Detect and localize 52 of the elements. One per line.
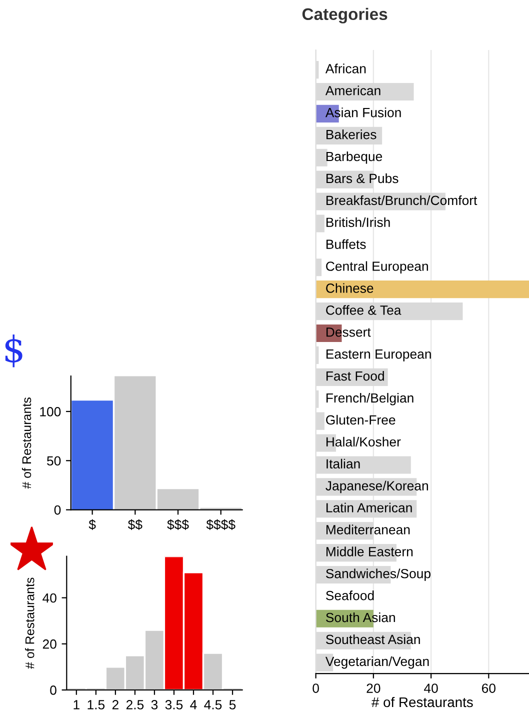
- x-tick-label: 4.5: [204, 700, 222, 710]
- x-tick-label: 5: [229, 700, 236, 710]
- x-tick-label: $$$: [167, 519, 189, 530]
- x-tick-label: 1.5: [88, 700, 105, 710]
- x-tick-label: $: [88, 519, 96, 530]
- y-tick-label: Asian Fusion: [325, 108, 401, 118]
- y-tick-label: Fast Food: [326, 371, 384, 381]
- y-tick-label: Bakeries: [326, 130, 376, 140]
- y-tick-label: 20: [42, 639, 56, 649]
- y-tick-label: Sandwiches/Soup: [326, 568, 430, 581]
- y-tick-label: Coffee & Tea: [326, 305, 402, 315]
- x-tick-label: 3.5: [165, 700, 183, 710]
- y-tick-label: French/Belgian: [326, 392, 414, 406]
- y-tick-label: Barbeque: [326, 151, 382, 164]
- y-tick-label: American: [325, 86, 380, 96]
- y-tick-label: Central European: [326, 261, 428, 274]
- y-tick-label: 100: [40, 407, 61, 416]
- y-tick-label: Latin American: [326, 502, 412, 512]
- y-tick-label: Buffets: [326, 239, 366, 249]
- y-tick-label: British/Irish: [326, 217, 390, 228]
- y-axis-title: # of Restaurants: [25, 578, 34, 669]
- x-tick-label: 40: [424, 684, 438, 693]
- y-tick-label: Breakfast/Brunch/Comfort: [326, 195, 478, 206]
- y-tick-label: Japanese/Korean: [326, 480, 428, 494]
- x-axis-title: # of Restaurants: [372, 696, 473, 708]
- y-tick-label: Middle Eastern: [326, 546, 413, 556]
- y-tick-label: Vegetarian/Vegan: [325, 656, 429, 669]
- x-tick-label: 2: [112, 700, 118, 710]
- y-tick-label: Eastern European: [326, 350, 431, 362]
- x-tick-label: 4: [190, 700, 197, 710]
- y-tick-label: Italian: [326, 458, 360, 469]
- x-tick-label: 0: [312, 684, 319, 693]
- chart-title: $: [5, 334, 22, 368]
- chart-title: Categories: [302, 8, 388, 24]
- y-tick-label: Southeast Asian: [326, 634, 420, 644]
- x-tick-label: 3: [151, 700, 158, 710]
- y-axis-title: # of Restaurants: [22, 398, 32, 489]
- y-tick-label: 40: [42, 593, 56, 603]
- x-tick-label: $$$$: [206, 519, 236, 530]
- y-tick-label: Seafood: [326, 590, 374, 600]
- y-tick-label: 50: [47, 456, 61, 466]
- y-tick-label: Gluten-Free: [326, 414, 396, 425]
- y-tick-label: African: [325, 64, 366, 74]
- y-tick-label: Mediterranean: [326, 524, 410, 534]
- x-tick-label: 2.5: [126, 700, 144, 710]
- x-tick-label: $$: [128, 519, 142, 530]
- y-tick-label: 0: [54, 505, 61, 515]
- x-tick-label: 1: [74, 700, 80, 710]
- y-tick-label: Bars & Pubs: [326, 173, 398, 184]
- x-tick-label: 60: [482, 684, 496, 693]
- y-tick-label: Halal/Kosher: [326, 436, 401, 447]
- y-tick-label: Chinese: [326, 283, 374, 293]
